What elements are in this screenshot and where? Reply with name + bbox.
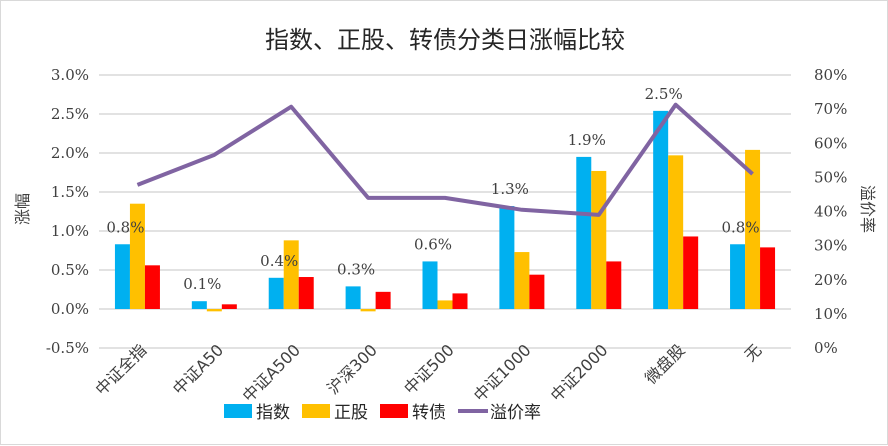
category-labels: 中证全指 中证A50 中证A500 沪深300 中证500 中证1000 中证2000 微盘股…: [92, 340, 766, 405]
left-tick-label: 3.0%: [51, 66, 89, 84]
right-tick-label: 40%: [814, 203, 847, 221]
right-axis-ticks: 80% 70% 60% 50% 40% 30% 20% 10% 0%: [814, 66, 847, 357]
right-tick-label: 50%: [814, 168, 847, 186]
data-label: 0.4%: [260, 252, 298, 270]
category-label: 中证1000: [470, 340, 535, 405]
right-tick-label: 60%: [814, 134, 847, 152]
bar-指数: [422, 261, 438, 309]
right-tick-label: 80%: [814, 66, 847, 84]
left-tick-label: 2.0%: [51, 144, 89, 162]
line-溢价率: [136, 102, 754, 217]
bar-转债: [144, 265, 160, 309]
bar-指数: [345, 286, 361, 309]
right-axis-title: 溢价率: [858, 185, 877, 233]
bar-正股: [360, 309, 376, 312]
data-label: 0.8%: [722, 218, 760, 236]
bar-转债: [298, 277, 314, 309]
data-label: 0.1%: [183, 275, 221, 293]
data-label: 0.3%: [337, 260, 375, 278]
bar-正股: [668, 155, 684, 309]
legend-label: 正股: [334, 403, 368, 423]
left-tick-label: 0.5%: [51, 261, 89, 279]
bar-转债: [683, 236, 699, 309]
bar-转债: [375, 291, 391, 309]
premium-line: [136, 102, 754, 217]
legend-label: 指数: [256, 403, 290, 423]
data-labels: 0.8% 0.1% 0.4% 0.3% 0.6% 1.3% 1.9% 2.5% 0.8%: [106, 85, 759, 293]
bar-转债: [760, 247, 776, 309]
bar-正股: [514, 252, 530, 309]
bar-指数: [576, 156, 592, 309]
bar-正股: [745, 149, 761, 309]
left-tick-label: -0.5%: [46, 339, 89, 357]
right-tick-label: 70%: [814, 100, 847, 118]
bar-转债: [606, 261, 622, 309]
right-tick-label: 10%: [814, 305, 847, 323]
legend: 指数 正股 转债 溢价率: [224, 403, 541, 423]
bar-正股: [129, 203, 145, 309]
category-label: 沪深300: [323, 340, 381, 398]
bar-正股: [206, 309, 222, 312]
right-tick-label: 20%: [814, 271, 847, 289]
bar-正股: [283, 240, 299, 309]
bar-指数: [653, 110, 669, 309]
category-label: 中证A50: [169, 340, 227, 398]
bar-转债: [221, 304, 237, 309]
bar-转债: [529, 274, 545, 309]
data-label: 1.3%: [491, 180, 529, 198]
data-label: 0.8%: [106, 218, 144, 236]
left-axis-ticks: 3.0% 2.5% 2.0% 1.5% 1.0% 0.5% 0.0% -0.5%: [46, 66, 89, 357]
bars: [114, 110, 776, 312]
legend-swatch-正股: [302, 404, 330, 418]
category-label: 无: [741, 340, 766, 365]
left-tick-label: 2.5%: [51, 105, 89, 123]
bar-指数: [114, 244, 130, 309]
left-tick-label: 0.0%: [51, 300, 89, 318]
left-tick-label: 1.0%: [51, 222, 89, 240]
left-axis-title: 涨幅: [13, 193, 32, 225]
legend-swatch-指数: [224, 404, 252, 418]
legend-swatch-转债: [380, 404, 408, 418]
category-label: 中证全指: [92, 340, 151, 399]
bar-指数: [191, 301, 207, 309]
right-tick-label: 30%: [814, 237, 847, 255]
data-label: 2.5%: [645, 85, 683, 103]
bar-指数: [499, 206, 515, 309]
chart-title: 指数、正股、转债分类日涨幅比较: [265, 26, 625, 54]
bar-转债: [452, 293, 468, 309]
bar-指数: [730, 244, 746, 309]
category-label: 中证500: [400, 340, 458, 398]
data-label: 0.6%: [414, 235, 452, 253]
category-label: 中证A500: [239, 340, 304, 405]
bar-正股: [437, 300, 453, 309]
legend-label: 转债: [412, 403, 446, 423]
category-label: 中证2000: [547, 340, 612, 405]
bar-指数: [268, 277, 284, 309]
legend-label: 溢价率: [490, 403, 541, 423]
bar-正股: [591, 170, 607, 309]
data-label: 1.9%: [568, 131, 606, 149]
right-tick-label: 0%: [814, 339, 838, 357]
left-tick-label: 1.5%: [51, 183, 89, 201]
